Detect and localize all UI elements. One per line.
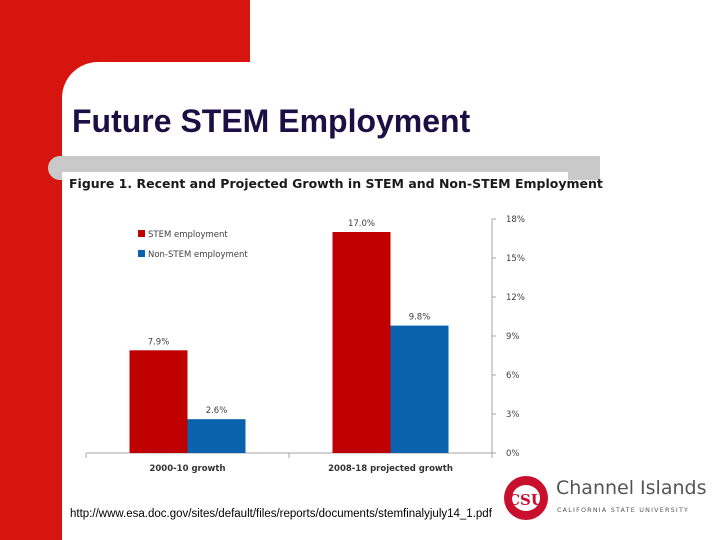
bar — [390, 325, 449, 453]
chart-title: Figure 1. Recent and Projected Growth in… — [69, 176, 603, 191]
legend-swatch — [138, 230, 145, 237]
y-tick-label: 0% — [506, 449, 520, 459]
seal-inner — [512, 485, 540, 511]
data-label: 2.6% — [206, 406, 228, 416]
y-tick-label: 18% — [506, 215, 525, 225]
bar — [187, 419, 246, 453]
bar — [332, 232, 391, 453]
legend-swatch — [138, 250, 145, 257]
csu-seal-icon: CSU — [504, 476, 548, 520]
legend-label: STEM employment — [148, 230, 228, 240]
bar-chart: 0% 3% 6% 9% 12% 15% 18% 7.9% 2.6% 2000-10 growth 1… — [85, 215, 525, 474]
bar — [129, 350, 188, 453]
svg-text:CSU: CSU — [508, 491, 544, 509]
slide-title: Future STEM Employment — [72, 103, 471, 139]
data-label: 7.9% — [148, 337, 170, 347]
logo-name: Channel Islands — [556, 477, 707, 499]
data-label: 9.8% — [409, 313, 431, 323]
csu-letters-icon: CSU — [508, 491, 544, 509]
y-tick-label: 3% — [506, 410, 520, 420]
y-tick-label: 12% — [506, 293, 525, 303]
university-logo: CSU Channel Islands CALIFORNIA STATE UNI… — [504, 476, 710, 526]
logo-subtitle: CALIFORNIA STATE UNIVERSITY — [557, 506, 690, 514]
y-tick-label: 15% — [506, 254, 525, 264]
category-label: 2000-10 growth — [149, 464, 225, 474]
source-url: http://www.esa.doc.gov/sites/default/fil… — [70, 508, 492, 520]
y-tick-label: 6% — [506, 371, 520, 381]
data-label: 17.0% — [348, 219, 375, 229]
red-side-band — [0, 0, 62, 540]
category-label: 2008-18 projected growth — [328, 464, 453, 474]
legend-label: Non-STEM employment — [148, 250, 248, 260]
y-tick-label: 9% — [506, 332, 520, 342]
